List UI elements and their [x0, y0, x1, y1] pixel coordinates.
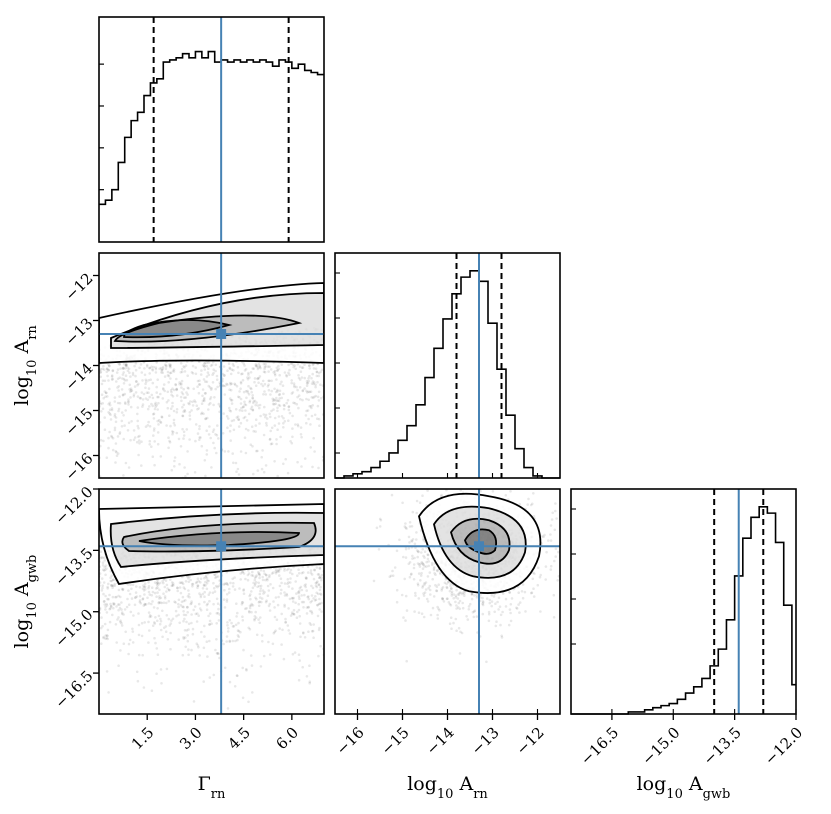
xtick-label-log10_A_gwb-1: −15.0 — [638, 724, 683, 769]
panel-frame-1 — [98, 488, 325, 715]
contour-1-0 — [99, 503, 324, 585]
contour-1-1 — [109, 511, 324, 568]
scatter-panel-gamma_rn-log10_A_gwb — [98, 488, 325, 715]
truth-marker-0 — [216, 329, 227, 339]
xtick-label-log10_A_gwb-3: −12.0 — [761, 724, 806, 769]
panel-frame-log10_A_gwb — [570, 488, 797, 715]
scatter-panel-gamma_rn-log10_A_rn — [98, 252, 325, 479]
xtick-label-log10_A_gwb-0: −16.5 — [577, 724, 622, 769]
truth-marker-2 — [474, 541, 484, 552]
ytick-label-log10_A_rn-2: −14 — [61, 359, 96, 394]
xtick-label-log10_A_rn-3: −13 — [468, 724, 503, 759]
xtick-label-gamma_rn-0: 1.5 — [128, 724, 158, 754]
ylabel-log10_A_rn: log10 Arn — [11, 325, 40, 406]
ytick-label-log10_A_gwb-0: −16.5 — [51, 667, 96, 712]
xtick-label-log10_A_rn-2: −14 — [423, 724, 458, 759]
xtick-label-gamma_rn-1: 3.0 — [176, 724, 206, 754]
contour-2-1 — [433, 505, 527, 579]
contour-0-3 — [123, 319, 233, 339]
xtick-label-log10_A_rn-4: −12 — [513, 724, 548, 759]
histogram-step-log10_A_gwb — [571, 506, 796, 715]
xtick-label-gamma_rn-2: 4.5 — [224, 724, 254, 754]
ytick-label-log10_A_gwb-3: −12.0 — [51, 483, 96, 528]
histogram-log10_A_rn — [334, 252, 561, 479]
ytick-label-log10_A_rn-0: −16 — [61, 449, 96, 484]
histogram-log10_A_gwb — [570, 488, 797, 715]
histogram-gamma_rn — [98, 16, 325, 243]
xlabel-gamma_rn: Γrn — [198, 773, 226, 802]
truth-marker-1 — [216, 541, 227, 552]
contour-1-3 — [138, 531, 300, 547]
histogram-step-log10_A_rn — [335, 270, 560, 479]
contour-2-2 — [450, 517, 511, 565]
ytick-label-log10_A_rn-3: −13 — [61, 314, 96, 349]
panel-frame-log10_A_rn — [334, 252, 561, 479]
contour-2-0 — [418, 492, 542, 594]
xtick-label-log10_A_rn-0: −16 — [333, 724, 368, 759]
xtick-label-log10_A_gwb-2: −13.5 — [700, 724, 745, 769]
contour-0-0 — [99, 282, 324, 364]
contour-2-3 — [464, 528, 498, 555]
density-gamma_rn-log10_A_gwb — [99, 503, 324, 710]
contour-0-2 — [113, 314, 303, 343]
ytick-label-log10_A_rn-1: −15 — [61, 404, 96, 439]
ylabel-log10_A_gwb: log10 Agwb — [11, 555, 40, 649]
xtick-label-log10_A_rn-1: −15 — [378, 724, 413, 759]
density-log10_A_rn-log10_A_gwb — [372, 489, 560, 664]
scatter-panel-log10_A_rn-log10_A_gwb — [334, 488, 561, 715]
ytick-label-log10_A_rn-4: −12 — [61, 269, 96, 304]
xlabel-log10_A_gwb: log10 Agwb — [637, 773, 731, 802]
ytick-label-log10_A_gwb-2: −13.5 — [51, 544, 96, 589]
contour-0-1 — [110, 292, 324, 349]
ytick-label-log10_A_gwb-1: −15.0 — [51, 606, 96, 651]
histogram-step-gamma_rn — [99, 50, 324, 206]
panel-frame-gamma_rn — [98, 16, 325, 243]
xtick-label-gamma_rn-3: 6.0 — [273, 724, 303, 754]
xlabel-log10_A_rn: log10 Arn — [407, 773, 488, 802]
